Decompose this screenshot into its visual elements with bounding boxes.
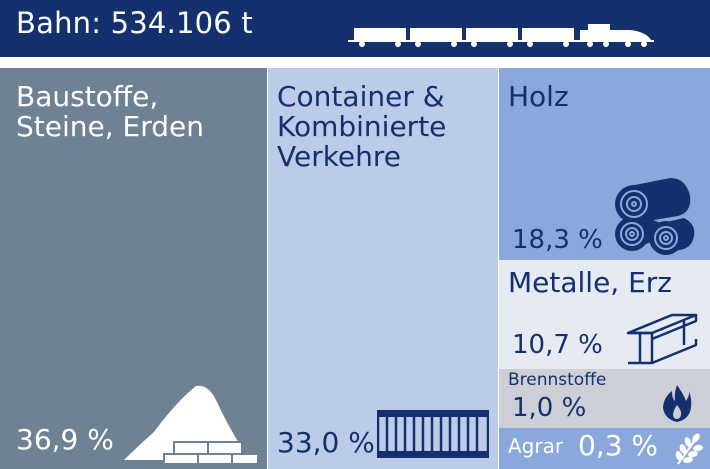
- treemap-tile-container: Container & Kombinierte Verkehre 33,0 %: [267, 68, 498, 469]
- tile-label-line: Agrar: [508, 434, 564, 458]
- tile-value-container: 33,0 %: [277, 426, 375, 459]
- tile-label-metalle: Metalle, Erz: [508, 266, 673, 299]
- tile-separator: [498, 68, 499, 469]
- tile-label-line: Metalle, Erz: [508, 266, 673, 299]
- shipping-container-icon: [377, 410, 489, 458]
- tile-label-holz: Holz: [508, 80, 569, 113]
- tile-label-line: Verkehre: [277, 140, 402, 174]
- train-icon: [348, 24, 654, 47]
- wheat-icon: [675, 433, 703, 465]
- tile-label-baustoffe: Baustoffe, Steine, Erden: [16, 80, 204, 144]
- logs-icon: [615, 178, 695, 255]
- tile-value-agrar: 0,3 %: [578, 429, 659, 462]
- steel-beam-icon: [626, 313, 698, 365]
- chart-header: Bahn: 534.106 t: [0, 0, 710, 57]
- tile-value-metalle: 10,7 %: [512, 330, 603, 360]
- tile-value-baustoffe: 36,9 %: [16, 423, 114, 456]
- chart-title: Bahn: 534.106 t: [16, 6, 253, 40]
- flame-icon: [663, 385, 692, 422]
- sand-bricks-icon: [124, 385, 258, 464]
- tile-label-line: Container &: [277, 80, 445, 113]
- tile-value-brennstoffe: 1,0 %: [512, 393, 587, 423]
- treemap-tile-holz: Holz 18,3 %: [498, 68, 710, 260]
- tile-value-holz: 18,3 %: [512, 225, 603, 255]
- tile-label-line: Brennstoffe: [508, 370, 607, 390]
- tile-label-agrar: Agrar: [508, 434, 564, 458]
- tile-label-line: Kombinierte: [277, 110, 447, 144]
- tile-label-line: Steine, Erden: [16, 110, 204, 144]
- tile-label-container: Container & Kombinierte Verkehre: [277, 80, 447, 174]
- tile-separator: [267, 68, 268, 469]
- treemap-tile-agrar: Agrar 0,3 %: [498, 428, 710, 469]
- tile-label-brennstoffe: Brennstoffe: [508, 370, 607, 390]
- treemap-tile-metalle: Metalle, Erz 10,7 %: [498, 260, 710, 369]
- tile-label-line: Baustoffe,: [16, 80, 159, 113]
- treemap-tile-baustoffe: Baustoffe, Steine, Erden 36,9 %: [0, 68, 267, 469]
- treemap-tile-brennstoffe: Brennstoffe 1,0 %: [498, 369, 710, 428]
- tile-label-line: Holz: [508, 80, 569, 113]
